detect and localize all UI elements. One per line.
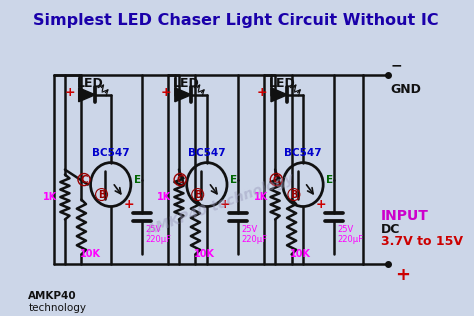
Text: +: + (316, 198, 327, 211)
Polygon shape (271, 88, 287, 102)
Text: +: + (161, 86, 171, 99)
Text: AMKP40 technology: AMKP40 technology (145, 171, 296, 238)
Text: B: B (290, 190, 298, 199)
Text: 10K: 10K (193, 249, 215, 259)
Text: 25V
220μF: 25V 220μF (146, 225, 172, 244)
Text: −: − (390, 59, 401, 73)
Text: +: + (257, 86, 267, 99)
Text: LED: LED (77, 77, 104, 90)
Text: 25V
220μF: 25V 220μF (242, 225, 268, 244)
Text: +: + (124, 198, 134, 211)
Text: B: B (194, 190, 201, 199)
Text: 3.7V to 15V: 3.7V to 15V (381, 235, 463, 248)
Text: C: C (273, 174, 280, 185)
Text: AMKP40: AMKP40 (28, 291, 77, 301)
Text: 10K: 10K (290, 249, 311, 259)
Text: +: + (395, 266, 410, 284)
Text: C: C (80, 174, 88, 185)
Text: 1K: 1K (157, 192, 172, 202)
Text: +: + (64, 86, 75, 99)
Text: INPUT: INPUT (381, 210, 429, 223)
Text: B: B (98, 190, 105, 199)
Text: E: E (134, 174, 141, 185)
Text: 10K: 10K (80, 249, 100, 259)
Text: 1K: 1K (43, 192, 58, 202)
Text: E: E (230, 174, 237, 185)
Text: LED: LED (269, 77, 296, 90)
Text: technology: technology (28, 303, 86, 313)
Text: GND: GND (390, 83, 421, 96)
Text: BC547: BC547 (92, 148, 129, 158)
Text: BC547: BC547 (188, 148, 226, 158)
Text: Simplest LED Chaser Light Circuit Without IC: Simplest LED Chaser Light Circuit Withou… (33, 13, 439, 28)
Text: 1K: 1K (254, 192, 268, 202)
Text: E: E (326, 174, 333, 185)
Polygon shape (79, 88, 95, 102)
Text: C: C (176, 174, 184, 185)
Text: LED: LED (173, 77, 200, 90)
Text: 25V
220μF: 25V 220μF (338, 225, 364, 244)
Text: +: + (220, 198, 230, 211)
Polygon shape (175, 88, 191, 102)
Text: BC547: BC547 (284, 148, 322, 158)
Text: DC: DC (381, 223, 400, 236)
